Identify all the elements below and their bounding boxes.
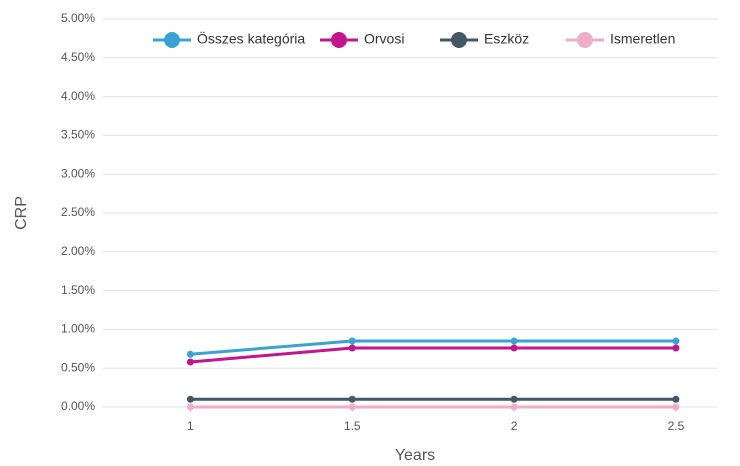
y-tick-label: 4.50% — [61, 50, 95, 64]
data-point — [186, 395, 194, 403]
series-line — [190, 339, 676, 356]
legend-label: Ismeretlen — [610, 31, 675, 47]
data-point — [348, 403, 356, 411]
y-tick-label: 2.50% — [61, 205, 95, 219]
legend-marker — [331, 32, 347, 48]
legend-label: Eszköz — [484, 31, 529, 47]
y-tick-label: 2.00% — [61, 244, 95, 258]
x-axis-label: Years — [395, 447, 435, 464]
data-point — [348, 344, 356, 352]
data-point — [186, 358, 194, 366]
legend-marker — [164, 32, 180, 48]
legend-label: Orvosi — [364, 31, 404, 47]
series-line — [190, 346, 676, 364]
data-point — [672, 403, 680, 411]
x-tick-label: 2 — [511, 419, 518, 433]
legend-label: Összes kategória — [197, 30, 305, 47]
data-point — [186, 403, 194, 411]
y-tick-label: 0.00% — [61, 399, 95, 413]
data-point — [510, 395, 518, 403]
y-tick-label: 1.00% — [61, 322, 95, 336]
data-point — [672, 395, 680, 403]
data-point — [672, 344, 680, 352]
y-axis-label: CRP — [13, 196, 30, 230]
legend-marker — [577, 32, 593, 48]
data-point — [510, 403, 518, 411]
data-point — [510, 337, 518, 345]
x-tick-label: 2.5 — [668, 419, 685, 433]
data-point — [510, 344, 518, 352]
data-point — [348, 395, 356, 403]
data-point — [186, 350, 194, 358]
x-tick-label: 1.5 — [344, 419, 361, 433]
y-tick-label: 4.00% — [61, 89, 95, 103]
x-tick-label: 1 — [187, 419, 194, 433]
y-tick-label: 3.50% — [61, 128, 95, 142]
y-tick-label: 5.00% — [61, 11, 95, 25]
y-tick-label: 0.50% — [61, 360, 95, 374]
data-point — [672, 337, 680, 345]
data-point — [348, 337, 356, 345]
y-tick-label: 1.50% — [61, 283, 95, 297]
legend-marker — [451, 32, 467, 48]
y-tick-label: 3.00% — [61, 166, 95, 180]
